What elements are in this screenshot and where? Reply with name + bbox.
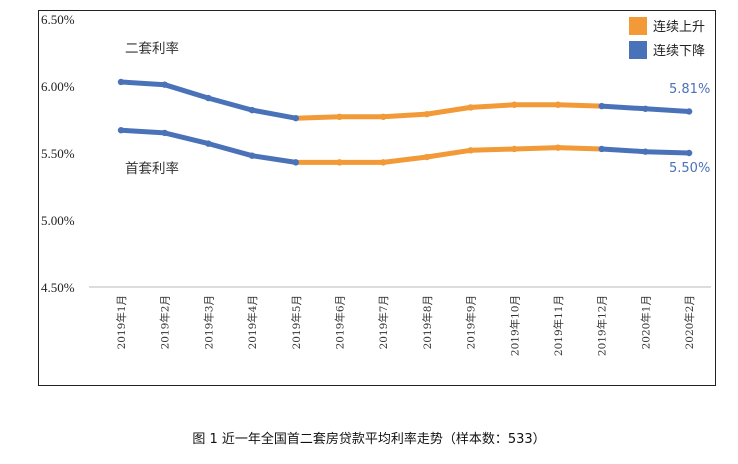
legend-swatch [629, 41, 647, 59]
series-0-point [117, 78, 125, 86]
series-0-point [598, 102, 605, 110]
x-tick-label: 2019年11月 [552, 295, 565, 356]
series-1-point [380, 159, 387, 166]
series-1-point [467, 147, 474, 154]
series-1-point [205, 140, 212, 147]
series-1-point [336, 159, 343, 166]
series-0-point [642, 105, 649, 112]
legend-swatch [629, 17, 647, 35]
series-name-label: 二套利率 [125, 40, 179, 57]
series-1-point [292, 159, 299, 166]
series-1-segment-up [293, 145, 605, 165]
series-0-point [161, 81, 168, 88]
series-1-point [685, 149, 693, 157]
y-tick-label: 6.50% [41, 12, 75, 27]
y-tick-label: 5.00% [41, 213, 75, 228]
x-tick-label: 2020年1月 [639, 295, 652, 349]
series-0-segment-up [293, 102, 605, 121]
y-axis: 4.50% 5.00% 5.50% 6.00% 6.50% [41, 12, 711, 295]
x-tick-label: 2019年2月 [159, 295, 172, 349]
x-tick-label: 2019年5月 [290, 295, 303, 349]
x-tick-label: 2020年2月 [683, 295, 696, 349]
x-tick-label: 2019年8月 [421, 295, 434, 349]
series-1-point [248, 152, 256, 159]
series-0-point [336, 113, 343, 121]
series-1-point [161, 129, 168, 137]
series-0-point [685, 108, 693, 115]
series-0-point [423, 110, 431, 118]
series-0-point [292, 114, 299, 122]
x-tick-label: 2019年4月 [246, 295, 259, 349]
series-1-point [554, 144, 562, 151]
legend-label: 连续上升 [653, 19, 705, 35]
series-1-point [117, 127, 125, 134]
series-0-point [205, 94, 212, 102]
series-0-point [467, 104, 474, 111]
series-1-point [598, 145, 605, 153]
legend-label: 连续下降 [653, 43, 705, 59]
y-tick-label: 5.50% [41, 146, 75, 161]
x-tick-label: 2019年10月 [508, 295, 521, 356]
end-value-label: 5.81% [669, 82, 710, 97]
line-chart: 4.50% 5.00% 5.50% 6.00% 6.50% 2019年1月 2019年2月… [41, 12, 711, 356]
x-tick-label: 2019年7月 [377, 295, 390, 349]
series-0-point [554, 101, 562, 108]
figure-caption: 图 1 近一年全国首二套房贷款平均利率走势（样本数：533） [192, 432, 546, 447]
series-0-point [248, 106, 256, 114]
x-tick-label: 2019年9月 [465, 295, 478, 349]
y-tick-label: 6.00% [41, 79, 75, 94]
series-1-point [423, 153, 431, 161]
series-lines [117, 78, 693, 166]
chart-frame: 4.50% 5.00% 5.50% 6.00% 6.50% 2019年1月 2019年2月… [38, 10, 716, 386]
series-1-point [511, 145, 518, 153]
x-tick-label: 2019年12月 [596, 295, 609, 356]
x-axis: 2019年1月 2019年2月 2019年3月 2019年4月 2019年5月 2019年… [115, 295, 696, 356]
x-tick-label: 2019年6月 [334, 295, 347, 349]
end-value-label: 5.50% [669, 161, 710, 176]
series-name-label: 首套利率 [125, 160, 179, 177]
x-tick-label: 2019年1月 [115, 295, 128, 349]
series-1-point [642, 148, 649, 155]
series-0-point [511, 101, 518, 108]
y-tick-label: 4.50% [41, 280, 75, 295]
x-tick-label: 2019年3月 [202, 295, 215, 349]
series-0-point [380, 113, 387, 121]
